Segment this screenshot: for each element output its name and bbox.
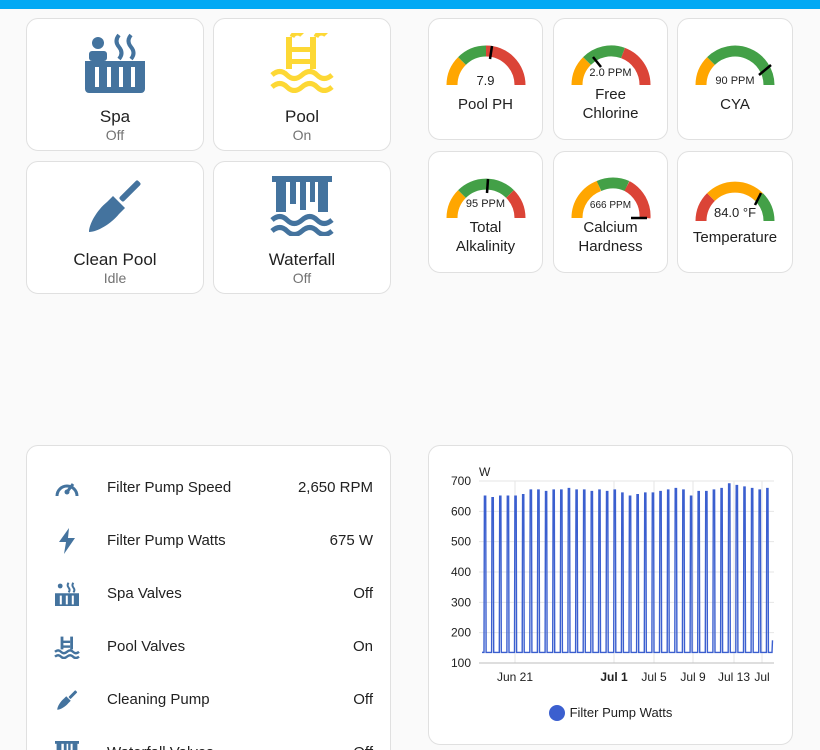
- hot-tub-icon: [55, 581, 79, 606]
- pool-ladder-icon: [54, 636, 80, 659]
- gauge-value: 95 PPM: [465, 198, 506, 210]
- gauge-calcium-hardness[interactable]: 666 PPM Calcium Hardness: [553, 151, 668, 273]
- entity-name: Spa Valves: [107, 585, 182, 602]
- y-tick-label: 300: [451, 595, 471, 609]
- entity-name: Waterfall Valves: [107, 726, 214, 750]
- y-tick-label: 500: [451, 535, 471, 549]
- gauge-cya[interactable]: 90 PPM CYA: [677, 18, 793, 140]
- lightning-bolt-icon: [59, 527, 75, 554]
- entity-value: Off: [353, 691, 373, 708]
- y-tick-label: 600: [451, 504, 471, 518]
- entity-name: Filter Pump Watts: [107, 532, 226, 549]
- entity-name: Cleaning Pump: [107, 691, 210, 708]
- gauge-dial: [695, 45, 775, 86]
- app-header-bar: [0, 0, 820, 9]
- entity-row-waterfall-valves[interactable]: Waterfall Valves Off: [27, 726, 390, 750]
- entities-card: Filter Pump Speed 2,650 RPM Filter Pump …: [26, 445, 391, 750]
- x-tick-label: Jul 9: [680, 670, 706, 684]
- legend-label: Filter Pump Watts: [569, 705, 673, 721]
- gauge-label: Pool PH: [457, 96, 514, 113]
- gauge-value: 84.0 °F: [713, 205, 757, 220]
- y-tick-label: 400: [451, 565, 471, 579]
- pool-tile[interactable]: Pool On: [213, 18, 391, 151]
- broom-icon: [57, 689, 78, 710]
- tile-state: On: [292, 127, 312, 143]
- gauge-dial: [570, 177, 651, 220]
- x-tick-label: Jul 13: [718, 670, 750, 684]
- gauge-total-alkalinity[interactable]: 95 PPM Total Alkalinity: [428, 151, 543, 273]
- waterfall-icon: [270, 176, 334, 236]
- x-tick-label: Jul 1: [600, 670, 628, 684]
- speedometer-icon: [55, 482, 79, 496]
- gauge-dial: [571, 45, 651, 86]
- entity-row-cleaning-pump[interactable]: Cleaning Pump Off: [27, 673, 390, 726]
- y-axis-unit: W: [479, 465, 491, 479]
- gauge-value: 666 PPM: [589, 200, 632, 211]
- tile-state: Off: [292, 270, 312, 286]
- gauge-temperature[interactable]: 84.0 °F Temperature: [677, 151, 793, 273]
- y-tick-label: 200: [451, 626, 471, 640]
- gauge-label: Total Alkalinity: [455, 219, 516, 255]
- gauge-value: 90 PPM: [715, 75, 755, 87]
- hot-tub-icon: [85, 33, 145, 93]
- chart-legend[interactable]: Filter Pump Watts: [429, 704, 792, 721]
- legend-swatch: [548, 704, 565, 721]
- entity-name: Filter Pump Speed: [107, 479, 232, 496]
- tile-state: Idle: [103, 270, 127, 286]
- gauge-dial: [446, 45, 525, 86]
- gauge-label: Free Chlorine: [582, 86, 639, 122]
- tile-name: Waterfall: [268, 250, 336, 269]
- gauge-free-chlorine[interactable]: 2.0 PPM Free Chlorine: [553, 18, 668, 140]
- gauge-label: CYA: [720, 96, 750, 113]
- history-graph-card: 100 200 300 400 500 600 700 Jun 21 Jul 1 Jul 5 Ju…: [428, 445, 793, 745]
- tile-name: Spa: [99, 107, 131, 126]
- y-tick-label: 700: [451, 474, 471, 488]
- y-tick-label: 100: [451, 656, 471, 670]
- entity-value: On: [352, 638, 373, 655]
- spa-tile[interactable]: Spa Off: [26, 18, 204, 151]
- gauge-label: Temperature: [692, 229, 778, 246]
- series-line-filter-pump-watts: [481, 483, 774, 654]
- clean-pool-tile[interactable]: Clean Pool Idle: [26, 161, 204, 294]
- gauge-label: Calcium Hardness: [578, 219, 643, 255]
- entity-name: Pool Valves: [107, 638, 186, 655]
- waterfall-tile[interactable]: Waterfall Off: [213, 161, 391, 294]
- tile-name: Pool: [284, 107, 320, 126]
- gauge-dial: [695, 181, 775, 222]
- entity-value: 675 W: [329, 532, 373, 549]
- entity-value: Off: [353, 726, 373, 750]
- entity-value: 2,650 RPM: [297, 479, 373, 496]
- gauge-value: 7.9: [476, 73, 495, 88]
- tile-state: Off: [105, 127, 125, 143]
- x-tick-label: Jul: [754, 670, 769, 684]
- gauge-pool-ph[interactable]: 7.9 Pool PH: [428, 18, 543, 140]
- entity-row-filter-pump-watts[interactable]: Filter Pump Watts 675 W: [27, 514, 390, 567]
- entity-row-pool-valves[interactable]: Pool Valves On: [27, 620, 390, 673]
- power-chart: 100 200 300 400 500 600 700 Jun 21 Jul 1 Jul 5 Ju…: [451, 465, 774, 684]
- tile-name: Clean Pool: [73, 250, 157, 269]
- entity-row-filter-pump-speed[interactable]: Filter Pump Speed 2,650 RPM: [27, 461, 390, 514]
- entity-row-spa-valves[interactable]: Spa Valves Off: [27, 567, 390, 620]
- entity-value: Off: [353, 585, 373, 602]
- broom-icon: [89, 180, 141, 232]
- waterfall-icon: [55, 740, 79, 750]
- gauge-value: 2.0 PPM: [589, 67, 632, 79]
- x-tick-label: Jul 5: [641, 670, 667, 684]
- x-tick-label: Jun 21: [497, 670, 533, 684]
- pool-ladder-icon: [270, 33, 334, 93]
- gauge-dial: [446, 178, 525, 219]
